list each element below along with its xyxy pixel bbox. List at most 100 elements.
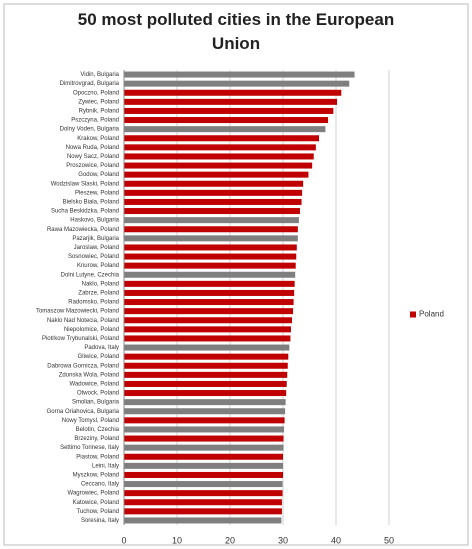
y-tick-label: Gorna Oriahovica, Bulgaria	[47, 409, 120, 415]
y-tick-label: Wodzislaw Slaski, Poland	[51, 181, 119, 187]
x-tick-label: 10	[172, 535, 182, 545]
y-tick-label: Bielsko Biala, Poland	[63, 200, 119, 206]
bar	[124, 262, 296, 269]
x-tick-label: 20	[225, 535, 235, 545]
y-tick-label: Naklo Nad Notecia, Poland	[47, 318, 119, 324]
bar	[124, 362, 288, 369]
bar	[124, 235, 298, 242]
bar	[124, 371, 288, 378]
bar	[124, 435, 284, 442]
y-tick-label: Ceccano, Italy	[81, 482, 119, 488]
bar	[124, 471, 283, 478]
y-tick-label: Radomsko, Poland	[68, 300, 119, 306]
y-tick-label: Proszowice, Poland	[66, 163, 119, 169]
bar	[124, 453, 283, 460]
y-tick-label: Haskovo, Bulgaria	[70, 218, 119, 224]
bar	[124, 399, 286, 406]
y-tick-label: Dolni Lutyne, Czechia	[61, 272, 120, 278]
bar	[124, 189, 303, 196]
y-tick-label: Rawa Mazowiecka, Poland	[47, 227, 119, 233]
y-tick-label: Dolny Voden, Bulgaria	[60, 127, 120, 133]
y-tick-label: Pazarjik, Bulgaria	[72, 236, 119, 242]
y-tick-label: Leini, Italy	[92, 463, 119, 469]
legend-label: Poland	[419, 310, 444, 319]
y-tick-label: Zywiec, Poland	[78, 99, 119, 105]
y-tick-label: Soresina, Italy	[81, 518, 119, 524]
y-tick-label: Nowy Tomysl, Poland	[62, 418, 119, 424]
bar	[124, 126, 326, 133]
x-tick-label: 30	[278, 535, 288, 545]
x-tick-label: 0	[121, 535, 126, 545]
bar	[124, 280, 295, 287]
bar	[124, 508, 282, 515]
y-tick-label: Wadowice, Poland	[70, 382, 119, 388]
bar	[124, 344, 290, 351]
bar	[124, 317, 293, 324]
bar	[124, 444, 284, 451]
y-tick-label: Zdunska Wola, Poland	[59, 372, 119, 378]
y-tick-label: Naklo, Poland	[82, 281, 119, 287]
bar	[124, 117, 329, 124]
bar	[124, 326, 291, 333]
bar	[124, 71, 355, 78]
bar	[124, 353, 289, 360]
bar	[124, 490, 283, 497]
y-tick-label: Niepolomice, Poland	[64, 327, 119, 333]
y-tick-label: Piastow, Poland	[76, 454, 119, 460]
bar	[124, 426, 285, 433]
bar	[124, 107, 334, 114]
y-tick-label: Sosnowiec, Poland	[68, 254, 119, 260]
legend-swatch	[410, 311, 416, 318]
y-tick-label: Godow, Poland	[78, 172, 119, 178]
bar	[124, 226, 298, 233]
bar	[124, 390, 287, 397]
bar	[124, 408, 286, 415]
bar	[124, 217, 299, 224]
x-tick-label: 40	[331, 535, 341, 545]
bar	[124, 517, 282, 524]
y-tick-label: Settimo Torinese, Italy	[60, 445, 119, 451]
y-tick-label: Nowy Sacz, Poland	[67, 154, 119, 160]
y-tick-label: Tomaszow Mazowiecki, Poland	[36, 309, 119, 315]
y-tick-label: Katowice, Poland	[73, 500, 119, 506]
bar	[124, 244, 297, 251]
y-tick-label: Brzeziny, Poland	[74, 436, 119, 442]
bar	[124, 299, 294, 306]
y-tick-label: Dabrowa Gornicza, Poland	[47, 363, 119, 369]
bar	[124, 180, 304, 187]
y-tick-label: Sucha Beskidzka, Poland	[51, 209, 119, 215]
chart-frame	[3, 3, 469, 546]
bar	[124, 171, 309, 178]
bar	[124, 98, 338, 105]
bar	[124, 462, 283, 469]
bar	[124, 89, 342, 96]
y-tick-label: Otwock, Poland	[77, 391, 119, 397]
y-tick-label: Myszkow, Poland	[73, 473, 119, 479]
bar	[124, 144, 316, 151]
y-tick-label: Pszczyna, Poland	[71, 118, 119, 124]
bar	[124, 135, 320, 142]
chart-title: 50 most polluted cities in the European …	[77, 10, 395, 53]
y-tick-label: Rybnik, Poland	[79, 109, 119, 115]
y-tick-label: Jaroslaw, Poland	[74, 245, 119, 251]
bar	[124, 380, 287, 387]
y-tick-label: Vidin, Bulgaria	[80, 72, 119, 78]
y-tick-label: Krakow, Poland	[77, 136, 119, 142]
y-tick-label: Padova, Italy	[84, 345, 119, 351]
x-tick-label: 50	[384, 535, 394, 545]
y-tick-label: Belotin, Czechia	[76, 427, 120, 433]
bar	[124, 417, 285, 424]
bar	[124, 335, 291, 342]
y-tick-label: Piotrkow Trybunalski, Poland	[42, 336, 119, 342]
y-tick-label: Wagrowiec, Poland	[68, 491, 119, 497]
bar	[124, 162, 313, 169]
bar	[124, 198, 302, 205]
y-tick-label: Gliwice, Poland	[78, 354, 119, 360]
bar	[124, 481, 283, 488]
bar	[124, 153, 314, 160]
bar	[124, 253, 297, 260]
bar	[124, 499, 282, 506]
y-tick-label: Zabrze, Poland	[78, 291, 119, 297]
